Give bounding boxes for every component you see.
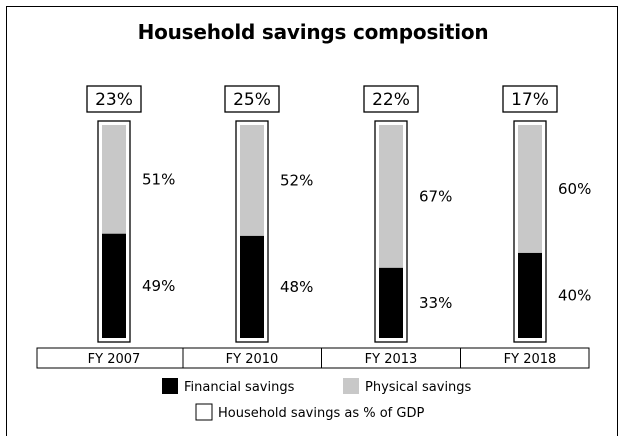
gdp-share-box xyxy=(224,85,280,113)
financial-savings-bar xyxy=(518,252,542,338)
legend-gdp-label: Household savings as % of GDP xyxy=(218,406,424,421)
gdp-share-label: 25% xyxy=(233,90,271,110)
physical-savings-bar xyxy=(102,125,126,234)
category-label: FY 2007 xyxy=(88,352,141,367)
gdp-share-label: 17% xyxy=(511,90,549,110)
financial-savings-label: 40% xyxy=(558,286,591,304)
gdp-share-label: 23% xyxy=(95,90,133,110)
legend-gdp-swatch xyxy=(195,403,213,421)
gdp-share-box xyxy=(86,85,142,113)
financial-savings-label: 33% xyxy=(419,294,452,312)
chart-frame xyxy=(6,6,618,436)
financial-savings-bar xyxy=(379,267,403,338)
legend-financial-swatch xyxy=(162,378,178,394)
financial-savings-label: 48% xyxy=(280,278,313,296)
financial-savings-bar xyxy=(102,233,126,338)
gdp-share-box xyxy=(363,85,419,113)
physical-savings-bar xyxy=(379,125,403,268)
chart-title: Household savings composition xyxy=(137,20,489,44)
financial-savings-label: 49% xyxy=(142,277,175,295)
physical-savings-label: 52% xyxy=(280,171,313,189)
category-label: FY 2018 xyxy=(504,352,557,367)
legend-physical-label: Physical savings xyxy=(365,380,472,395)
gdp-share-label: 22% xyxy=(372,90,410,110)
category-label: FY 2010 xyxy=(226,352,279,367)
financial-savings-bar xyxy=(240,235,264,338)
category-axis xyxy=(36,347,590,369)
legend-financial-label: Financial savings xyxy=(184,380,295,395)
physical-savings-label: 60% xyxy=(558,180,591,198)
physical-savings-bar xyxy=(240,125,264,236)
physical-savings-label: 67% xyxy=(419,187,452,205)
physical-savings-label: 51% xyxy=(142,170,175,188)
gdp-share-box xyxy=(502,85,558,113)
category-label: FY 2013 xyxy=(365,352,418,367)
physical-savings-bar xyxy=(518,125,542,253)
legend-physical-swatch xyxy=(343,378,359,394)
